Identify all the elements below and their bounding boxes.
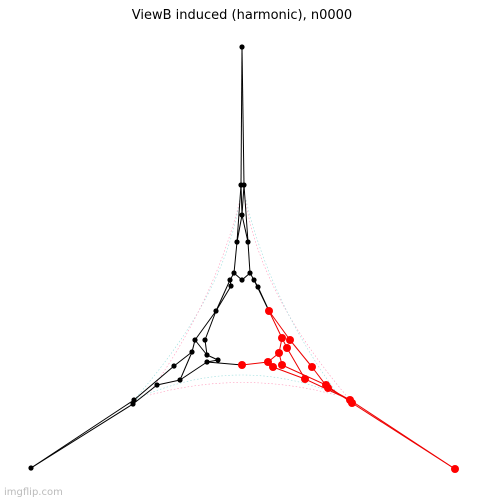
- node: [286, 336, 294, 344]
- node: [239, 212, 245, 218]
- edge: [215, 279, 231, 312]
- edge: [351, 402, 456, 470]
- edge: [204, 310, 217, 341]
- edge: [241, 361, 269, 366]
- node: [451, 465, 459, 473]
- edges: [30, 46, 456, 470]
- edge: [241, 184, 245, 216]
- node: [251, 277, 257, 283]
- edge: [257, 286, 270, 312]
- edge: [179, 351, 193, 381]
- edge: [215, 285, 232, 312]
- edge: [247, 241, 251, 274]
- node: [215, 357, 221, 363]
- faint-edges: [133, 189, 351, 401]
- edge: [206, 361, 243, 366]
- node: [202, 337, 208, 343]
- edge: [173, 351, 193, 367]
- node: [131, 397, 137, 403]
- node: [265, 307, 273, 315]
- edge: [272, 366, 306, 380]
- faint-edge: [245, 199, 337, 393]
- node: [269, 363, 277, 371]
- node: [154, 382, 160, 388]
- edge: [194, 339, 208, 356]
- faint-edge: [133, 374, 351, 401]
- edge: [241, 46, 245, 186]
- node: [348, 399, 356, 407]
- node: [130, 401, 136, 407]
- edge: [156, 379, 181, 386]
- edge: [233, 241, 238, 274]
- node: [278, 361, 286, 369]
- node: [283, 344, 291, 352]
- node: [234, 239, 240, 245]
- node: [239, 277, 245, 283]
- node: [171, 363, 177, 369]
- title: ViewB induced (harmonic), n0000: [132, 8, 352, 23]
- node: [177, 377, 183, 383]
- node: [275, 349, 283, 357]
- node: [241, 182, 247, 188]
- faint-edge: [149, 382, 337, 396]
- node: [192, 337, 198, 343]
- node: [255, 284, 261, 290]
- faint-edge: [133, 189, 242, 401]
- edge: [236, 184, 242, 243]
- node: [245, 239, 251, 245]
- node: [247, 270, 253, 276]
- node: [231, 270, 237, 276]
- node: [228, 283, 234, 289]
- node: [301, 375, 309, 383]
- node: [324, 384, 332, 392]
- edge: [179, 361, 208, 381]
- edge: [281, 364, 327, 386]
- edge: [268, 310, 283, 339]
- node: [239, 44, 245, 50]
- edge: [236, 214, 243, 243]
- edge: [30, 403, 134, 469]
- node: [204, 352, 210, 358]
- edge: [243, 184, 249, 243]
- node: [238, 361, 246, 369]
- node: [308, 363, 316, 371]
- faint-edge: [243, 189, 351, 401]
- edge: [132, 384, 158, 405]
- node: [264, 358, 272, 366]
- edge: [133, 365, 175, 401]
- edge: [241, 214, 249, 243]
- edge: [268, 310, 291, 341]
- node: [278, 334, 286, 342]
- node: [189, 349, 195, 355]
- edge: [327, 387, 351, 401]
- node: [227, 277, 233, 283]
- watermark: imgflip.com: [4, 487, 63, 498]
- node: [28, 465, 34, 471]
- nodes: [28, 44, 459, 473]
- edge: [289, 339, 313, 368]
- edge: [194, 310, 217, 341]
- node: [213, 308, 219, 314]
- faint-edge: [149, 199, 241, 393]
- node: [204, 359, 210, 365]
